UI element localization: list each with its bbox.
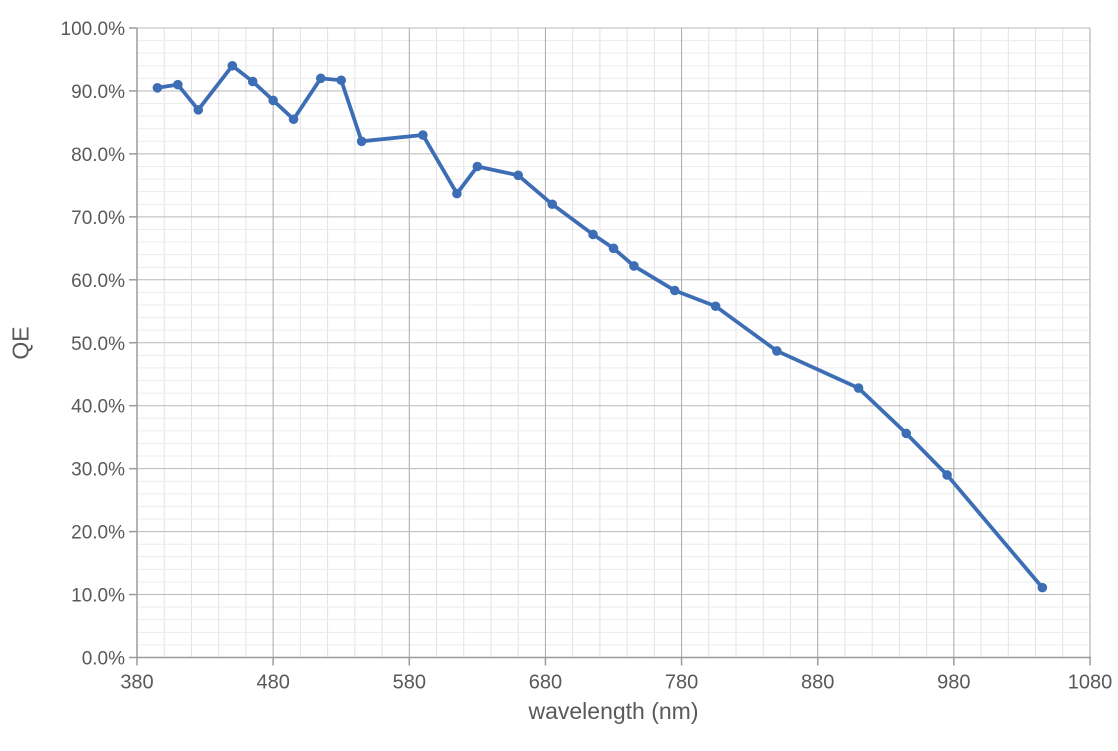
svg-text:20.0%: 20.0%: [71, 523, 125, 544]
svg-text:880: 880: [801, 672, 834, 694]
svg-text:780: 780: [665, 672, 698, 694]
svg-text:0.0%: 0.0%: [82, 649, 125, 670]
y-axis-title: QE: [7, 326, 34, 360]
qe-series-markers: [152, 60, 1048, 593]
svg-text:580: 580: [393, 672, 426, 694]
x-tick-labels: 380 480 580 680 780 880 980 1080: [120, 672, 1112, 694]
svg-text:90.0%: 90.0%: [71, 82, 125, 103]
svg-text:480: 480: [256, 672, 289, 694]
axes: [129, 27, 1091, 666]
svg-text:10.0%: 10.0%: [71, 586, 125, 607]
svg-text:40.0%: 40.0%: [71, 397, 125, 418]
svg-text:30.0%: 30.0%: [71, 460, 125, 481]
svg-text:80.0%: 80.0%: [71, 145, 125, 166]
y-tick-labels: 0.0% 10.0% 20.0% 30.0% 40.0% 50.0% 60.0% 70.0% 8…: [61, 19, 126, 670]
svg-text:1080: 1080: [1068, 672, 1113, 694]
x-axis-title: wavelength (nm): [528, 698, 699, 724]
major-gridlines: [137, 27, 1091, 658]
svg-text:100.0%: 100.0%: [61, 19, 126, 40]
svg-text:50.0%: 50.0%: [71, 334, 125, 355]
svg-text:980: 980: [937, 672, 970, 694]
svg-text:60.0%: 60.0%: [71, 271, 125, 292]
svg-text:380: 380: [120, 672, 153, 694]
svg-text:680: 680: [529, 672, 562, 694]
svg-text:70.0%: 70.0%: [71, 208, 125, 229]
